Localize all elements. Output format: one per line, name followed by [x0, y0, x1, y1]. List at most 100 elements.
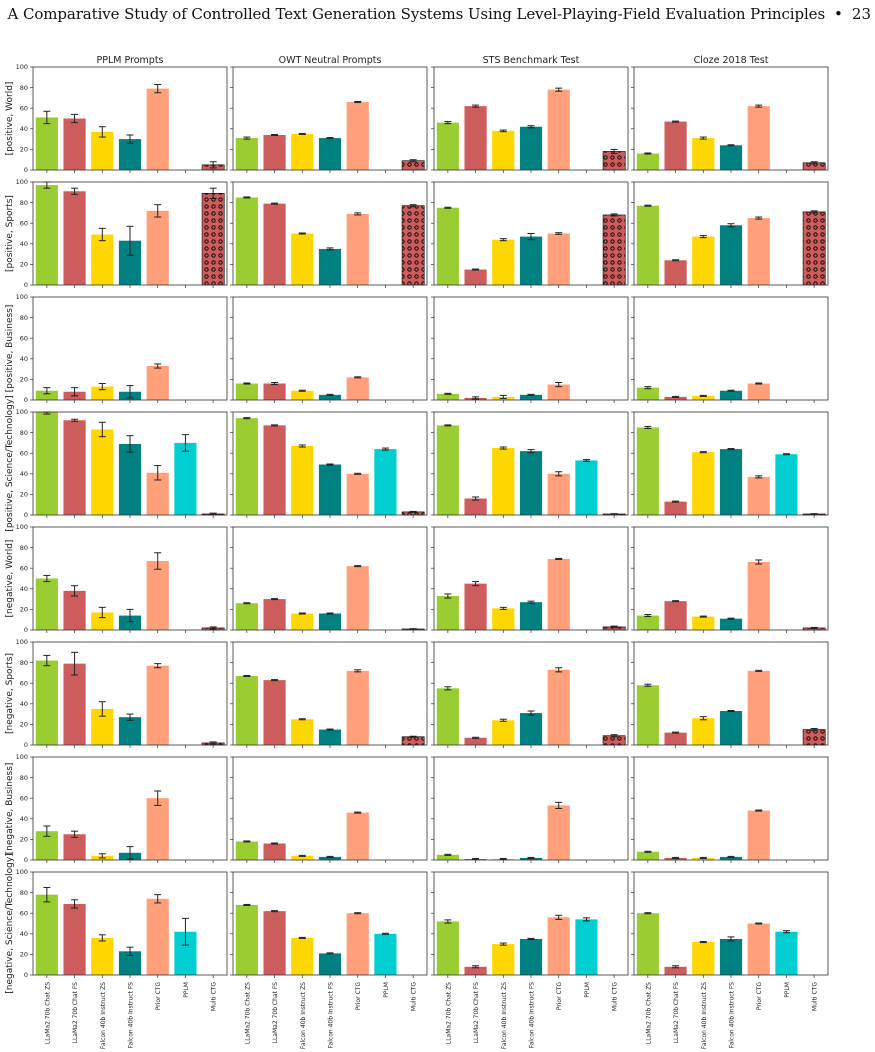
column-title: STS Benchmark Test [483, 55, 580, 66]
x-tick-label: LLaMa2 70b Chat ZS [244, 982, 251, 1044]
bar [291, 390, 314, 400]
x-tick-label: Multi CTG [411, 982, 418, 1011]
bar [547, 233, 570, 285]
axes-frame [633, 871, 829, 976]
bar [664, 857, 687, 860]
axes-frame [232, 526, 428, 631]
bar [318, 138, 342, 170]
bar [146, 898, 169, 975]
bar [63, 118, 86, 170]
chart-panel [230, 296, 428, 403]
chart-panel: LLaMa2 70b Chat ZS LLaMa2 70b Chat FS Falc… [431, 871, 629, 1049]
row-label: [negative, World] [5, 540, 15, 618]
bar [492, 608, 515, 630]
bar [664, 966, 687, 975]
bar [719, 711, 743, 745]
x-tick-label: Falcon 40b Instruct FS [328, 982, 335, 1048]
chart-panel [30, 66, 228, 173]
bar [91, 234, 114, 285]
y-tick-label: 60 [20, 564, 28, 572]
bar [291, 855, 314, 860]
bar [802, 211, 826, 286]
bar [174, 442, 197, 515]
x-tick-label: Falcon 40b Instruct FS [128, 982, 135, 1048]
bar [291, 613, 314, 630]
axes-frame [633, 411, 829, 516]
bar [146, 210, 169, 285]
bar [346, 913, 369, 975]
bar [35, 185, 58, 285]
bar [692, 452, 715, 515]
chart-panel [431, 411, 629, 518]
bar [346, 473, 369, 515]
bar [747, 562, 770, 630]
running-head-separator: • [834, 5, 843, 23]
bar [235, 904, 258, 975]
bar [464, 737, 487, 745]
axes-frame [232, 296, 428, 401]
bar [346, 670, 369, 745]
bar [692, 857, 715, 860]
y-tick-label: 40 [20, 125, 28, 133]
bar [63, 420, 86, 515]
bar [636, 615, 659, 630]
y-tick-label: 40 [20, 585, 28, 593]
bar [318, 953, 342, 975]
axes-frame [32, 296, 228, 401]
y-tick-label: 100 [16, 868, 28, 876]
bar [146, 665, 169, 745]
column-title: PPLM Prompts [97, 55, 164, 66]
bar [519, 602, 543, 630]
chart-panel [431, 756, 629, 863]
chart-panel [431, 296, 629, 403]
y-tick-label: 0 [24, 856, 28, 864]
bar [519, 857, 543, 860]
bar [747, 670, 770, 745]
row-label: [positive, Science/Technology] [5, 395, 15, 531]
bar [35, 578, 58, 630]
bar [91, 612, 114, 630]
bar [492, 720, 515, 745]
bar [719, 225, 743, 285]
bar [692, 236, 715, 285]
bar [91, 937, 114, 975]
bar [35, 390, 58, 400]
bar [118, 717, 142, 745]
chart-panel [230, 66, 428, 173]
axes-frame [633, 756, 829, 861]
bar [636, 205, 659, 285]
axes-frame [232, 871, 428, 976]
bar [291, 937, 314, 975]
bar [547, 558, 570, 630]
y-tick-label: 0 [24, 971, 28, 979]
x-tick-label: LLaMa2 70b Chat FS [72, 982, 79, 1044]
bar [91, 429, 114, 515]
axes-frame [433, 181, 629, 286]
bar [664, 732, 687, 745]
axes-frame [32, 66, 228, 171]
chart-panel: LLaMa2 70b Chat ZS LLaMa2 70b Chat FS Falc… [30, 871, 228, 1049]
bar [547, 669, 570, 745]
bar [719, 449, 743, 515]
axes-frame [433, 641, 629, 746]
bar [63, 834, 86, 860]
bar [464, 498, 487, 515]
axes-frame [32, 411, 228, 516]
chart-panel [30, 296, 228, 403]
bar [118, 951, 142, 975]
y-tick-label: 80 [20, 314, 28, 322]
x-tick-label: Prior CTG [155, 982, 162, 1011]
bar [719, 145, 743, 170]
bar [263, 843, 286, 860]
bar [174, 931, 197, 975]
y-tick-label: 80 [20, 774, 28, 782]
bar [436, 596, 459, 630]
y-tick-label: 0 [24, 281, 28, 289]
row-label: [positive, Business] [5, 305, 15, 393]
axes-frame [433, 411, 629, 516]
bar [747, 383, 770, 400]
bar [436, 207, 459, 285]
bar [747, 218, 770, 285]
bar [118, 615, 142, 630]
bar [146, 798, 169, 860]
